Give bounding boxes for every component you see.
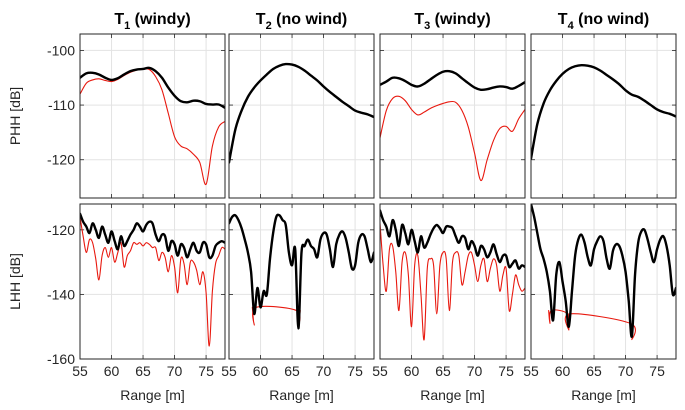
x-tick-label: 65 bbox=[284, 363, 300, 379]
series-line-black-r0-c0 bbox=[80, 66, 225, 109]
x-tick-label: 70 bbox=[316, 363, 332, 379]
panel-border bbox=[379, 33, 526, 199]
column-title-rest: (no wind) bbox=[574, 11, 650, 28]
column-title-rest: (windy) bbox=[430, 11, 490, 28]
panel-r0-c2 bbox=[379, 34, 525, 198]
series-line-red-r0-c0 bbox=[80, 68, 225, 185]
y-tick-label: -100 bbox=[47, 42, 75, 58]
x-tick-label: 65 bbox=[435, 363, 451, 379]
column-title-main: T bbox=[256, 11, 266, 28]
x-tick-label: 55 bbox=[72, 363, 88, 379]
y-tick-label: -140 bbox=[47, 286, 75, 302]
x-axis-label: Range [m] bbox=[420, 387, 485, 403]
x-tick-label: 65 bbox=[135, 363, 151, 379]
x-tick-label: 65 bbox=[586, 363, 602, 379]
panel-background bbox=[531, 34, 676, 198]
panel-background bbox=[229, 34, 374, 198]
series-line-black-r0-c3 bbox=[531, 63, 676, 160]
column-title-main: T bbox=[414, 11, 424, 28]
column-title-main: T bbox=[114, 11, 124, 28]
panel-border bbox=[79, 203, 226, 360]
panel-background bbox=[531, 204, 676, 359]
panel-background bbox=[380, 34, 525, 198]
column-title-rest: (windy) bbox=[130, 11, 190, 28]
column-title-main: T bbox=[558, 11, 568, 28]
panel-border bbox=[228, 203, 375, 360]
x-tick-label: 75 bbox=[498, 363, 514, 379]
panel-border bbox=[530, 33, 677, 199]
y-tick-label: -120 bbox=[47, 222, 75, 238]
series-line-black-r1-c3 bbox=[531, 204, 676, 338]
x-tick-label: 75 bbox=[198, 363, 214, 379]
column-title-subscript: 4 bbox=[568, 20, 575, 32]
column-title-subscript: 1 bbox=[124, 20, 130, 32]
column-title: T3 (windy) bbox=[414, 11, 490, 32]
x-tick-label: 55 bbox=[372, 363, 388, 379]
column-title-rest: (no wind) bbox=[272, 11, 348, 28]
panel-r1-c3 bbox=[530, 204, 676, 360]
x-tick-label: 70 bbox=[167, 363, 183, 379]
y-tick-label: -160 bbox=[47, 351, 75, 367]
series-line-black-r0-c2 bbox=[380, 69, 525, 92]
x-axis-label: Range [m] bbox=[269, 387, 334, 403]
column-title: T4 (no wind) bbox=[558, 11, 649, 32]
column-title-subscript: 3 bbox=[424, 20, 430, 32]
panel-border bbox=[379, 203, 526, 360]
y-tick-label: -110 bbox=[48, 97, 75, 113]
series-line-black-r1-c2 bbox=[380, 209, 525, 270]
series-line-red-r1-c3 bbox=[548, 309, 636, 341]
x-tick-label: 60 bbox=[253, 363, 269, 379]
x-tick-label: 75 bbox=[347, 363, 363, 379]
x-tick-label: 60 bbox=[404, 363, 420, 379]
x-tick-label: 55 bbox=[523, 363, 539, 379]
panel-r0-c3 bbox=[530, 34, 676, 198]
x-axis-label: Range [m] bbox=[571, 387, 636, 403]
x-tick-label: 70 bbox=[467, 363, 483, 379]
series-line-red-r0-c2 bbox=[380, 95, 525, 182]
y-axis-label: PHH [dB] bbox=[7, 87, 23, 145]
x-tick-label: 60 bbox=[104, 363, 120, 379]
x-tick-label: 70 bbox=[618, 363, 634, 379]
panel-border bbox=[79, 33, 226, 199]
series-line-red-r1-c2 bbox=[380, 222, 525, 341]
y-axis-label: LHH [dB] bbox=[7, 253, 23, 310]
column-title: T1 (windy) bbox=[114, 11, 190, 32]
series-line-black-r0-c1 bbox=[229, 62, 374, 164]
panel-r0-c0 bbox=[79, 34, 225, 198]
panel-border bbox=[228, 33, 375, 199]
series-line-red-r1-c0 bbox=[80, 216, 225, 347]
y-tick-label: -120 bbox=[47, 152, 75, 168]
x-tick-label: 60 bbox=[555, 363, 571, 379]
column-title: T2 (no wind) bbox=[256, 11, 347, 32]
x-tick-label: 75 bbox=[649, 363, 665, 379]
series-line-black-r1-c1 bbox=[229, 213, 374, 330]
column-title-subscript: 2 bbox=[266, 20, 272, 32]
x-axis-label: Range [m] bbox=[120, 387, 185, 403]
panel-border bbox=[530, 203, 677, 360]
panel-background bbox=[80, 34, 225, 198]
series-line-black-r1-c0 bbox=[80, 212, 225, 260]
panel-r0-c1 bbox=[228, 34, 374, 198]
x-tick-label: 55 bbox=[221, 363, 237, 379]
